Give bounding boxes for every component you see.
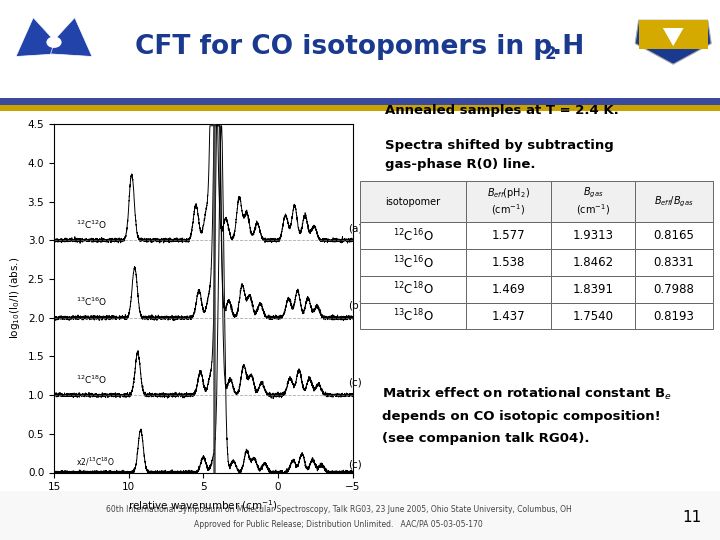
Text: Spectra shifted by subtracting: Spectra shifted by subtracting <box>385 139 614 152</box>
Text: depends on CO isotopic composition!: depends on CO isotopic composition! <box>382 410 660 423</box>
Text: CFT for CO isotopomers in p.H: CFT for CO isotopomers in p.H <box>135 34 585 60</box>
Text: 11: 11 <box>683 510 702 525</box>
Text: (c): (c) <box>348 460 362 470</box>
Polygon shape <box>663 28 683 46</box>
Bar <box>0 0 720 94</box>
Text: $^{13}$C$^{16}$O: $^{13}$C$^{16}$O <box>76 296 108 308</box>
Text: Matrix effect on rotational constant B$_e$: Matrix effect on rotational constant B$_… <box>382 386 672 402</box>
Text: Approved for Public Release; Distribution Unlimited.   AAC/PA 05-03-05-170: Approved for Public Release; Distributio… <box>194 521 483 529</box>
Text: $^{12}$C$^{12}$O: $^{12}$C$^{12}$O <box>76 219 108 231</box>
Text: Annealed samples at T = 2.4 K.: Annealed samples at T = 2.4 K. <box>385 104 619 117</box>
Bar <box>0 98 720 106</box>
Polygon shape <box>635 20 711 64</box>
Text: $^{12}$C$^{18}$O: $^{12}$C$^{18}$O <box>76 374 108 386</box>
Text: (a): (a) <box>348 223 363 233</box>
X-axis label: relative wavenumber (cm$^{-1}$): relative wavenumber (cm$^{-1}$) <box>128 498 279 512</box>
Text: (b): (b) <box>348 300 363 310</box>
Text: x2/$^{13}$C$^{18}$O: x2/$^{13}$C$^{18}$O <box>76 455 115 468</box>
Text: 60th International Symposium on Molecular Spectroscopy, Talk RG03, 23 June 2005,: 60th International Symposium on Molecula… <box>106 505 571 514</box>
Polygon shape <box>16 18 58 57</box>
Polygon shape <box>50 18 92 57</box>
Circle shape <box>46 37 62 48</box>
Y-axis label: log$_{10}$(I$_0$/I) (abs.): log$_{10}$(I$_0$/I) (abs.) <box>8 257 22 340</box>
Text: gas-phase R(0) line.: gas-phase R(0) line. <box>385 158 536 171</box>
Bar <box>0 105 720 111</box>
Text: 2: 2 <box>545 45 557 63</box>
Text: (c): (c) <box>348 378 362 388</box>
Polygon shape <box>639 20 708 49</box>
Bar <box>0 491 720 540</box>
Text: (see companion talk RG04).: (see companion talk RG04). <box>382 432 589 445</box>
